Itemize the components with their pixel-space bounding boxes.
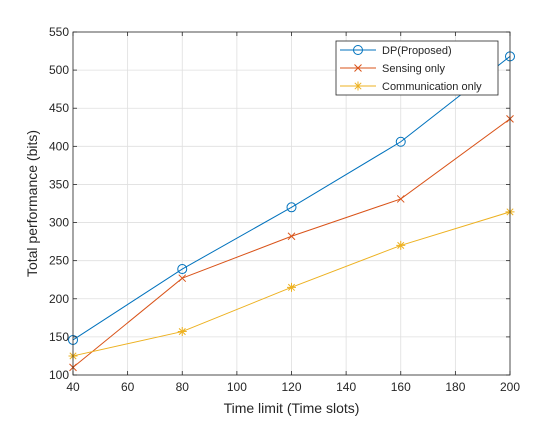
legend-marker-communication-only <box>353 81 363 91</box>
y-tick-label: 450 <box>49 101 69 115</box>
data-point-communication-only <box>177 327 187 337</box>
x-tick-label: 200 <box>500 380 520 394</box>
data-point-sensing-only <box>287 232 296 241</box>
legend-marker-sensing-only <box>354 64 362 72</box>
x-tick-label: 140 <box>336 380 356 394</box>
y-tick-label: 250 <box>49 254 69 268</box>
y-tick-label: 150 <box>49 330 69 344</box>
x-tick-label: 80 <box>176 380 190 394</box>
legend: DP(Proposed) Sensing only Communication on… <box>335 40 499 96</box>
x-tick-label: 160 <box>391 380 411 394</box>
x-tick-label: 40 <box>66 380 80 394</box>
axes: 40 60 80 100 120 140 160 180 200 100 150 200 250 300 3… <box>49 25 520 394</box>
y-tick-label: 350 <box>49 177 69 191</box>
legend-marker-dp-proposed <box>353 45 363 55</box>
y-tick-label: 500 <box>49 63 69 77</box>
x-tick-label: 180 <box>445 380 465 394</box>
data-point-dp-proposed <box>395 136 406 147</box>
series-layer <box>68 51 515 372</box>
x-tick-label: 60 <box>121 380 135 394</box>
data-point-communication-only <box>287 282 296 292</box>
y-tick-label: 400 <box>49 139 69 153</box>
data-point-sensing-only <box>396 195 405 203</box>
x-tick-label: 120 <box>281 380 301 394</box>
y-tick-label: 300 <box>49 216 69 230</box>
y-tick-label: 100 <box>49 368 69 382</box>
y-tick-label: 200 <box>49 292 69 306</box>
x-tick-label: 100 <box>227 380 247 394</box>
legend-label-dp-proposed: DP(Proposed) <box>382 45 452 57</box>
x-axis-label: Time limit (Time slots) <box>224 400 360 416</box>
legend-label-communication-only: Communication only <box>382 81 482 93</box>
data-point-communication-only <box>396 240 406 250</box>
legend-label-sensing-only: Sensing only <box>382 63 445 75</box>
y-axis-label: Total performance (bits) <box>24 130 40 277</box>
y-tick-label: 550 <box>49 25 69 39</box>
data-point-dp-proposed <box>286 202 297 213</box>
series-line-dp-proposed <box>72 55 511 341</box>
data-point-dp-proposed <box>177 264 188 275</box>
data-point-sensing-only <box>178 274 187 283</box>
